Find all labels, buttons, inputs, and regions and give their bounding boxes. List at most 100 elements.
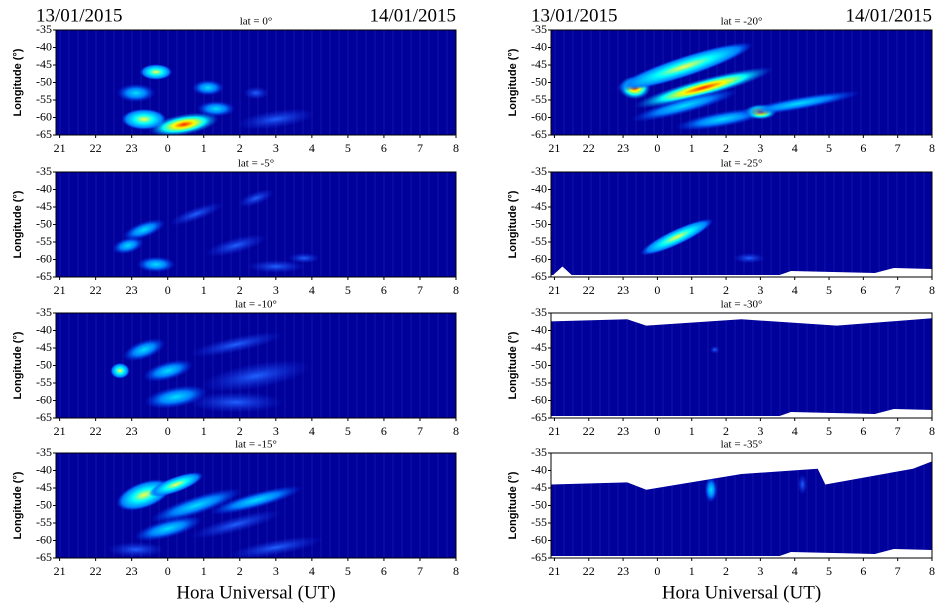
pattern — [209, 485, 303, 515]
y-tick-label: -65 — [531, 269, 547, 283]
x-tick-label: 4 — [309, 424, 315, 438]
x-tick-label: 5 — [345, 564, 351, 578]
y-tick-label: -45 — [531, 480, 547, 494]
pattern — [243, 86, 269, 100]
panel-title: lat = -10° — [235, 299, 277, 311]
x-tick-label: 3 — [273, 424, 279, 438]
x-tick-label: 21 — [54, 141, 66, 155]
x-tick-label: 1 — [201, 424, 207, 438]
x-tick-label: 23 — [617, 283, 629, 297]
x-tick-label: 2 — [237, 141, 243, 155]
y-tick-label: -50 — [36, 74, 52, 88]
x-tick-label: 0 — [654, 141, 660, 155]
x-tick-label: 23 — [126, 283, 138, 297]
x-tick-label: 6 — [381, 283, 387, 297]
data-gap — [551, 409, 932, 418]
pattern — [122, 219, 166, 241]
pattern — [704, 476, 718, 503]
y-tick-label: -35 — [531, 164, 547, 178]
x-tick-label: 7 — [895, 424, 901, 438]
pattern — [640, 218, 714, 256]
pattern — [196, 100, 236, 117]
pattern — [107, 541, 165, 558]
plot-area — [59, 172, 448, 277]
x-tick-label: 8 — [453, 283, 459, 297]
x-tick-label: 22 — [583, 424, 595, 438]
pattern — [133, 515, 203, 542]
x-tick-label: 6 — [860, 141, 866, 155]
x-tick-label: 7 — [417, 564, 423, 578]
x-axis-label: Hora Universal (UT) — [176, 582, 335, 603]
x-tick-label: 3 — [273, 141, 279, 155]
y-tick-label: -55 — [531, 515, 547, 529]
y-axis-label: Longitude (°) — [12, 190, 24, 258]
y-tick-label: -35 — [531, 305, 547, 319]
plot-background — [56, 172, 456, 277]
x-tick-label: 6 — [381, 141, 387, 155]
panel-title: lat = -15° — [235, 439, 277, 451]
y-axis-label: Longitude (°) — [507, 48, 519, 116]
y-tick-label: -40 — [36, 181, 52, 195]
x-tick-label: 5 — [826, 564, 832, 578]
y-tick-label: -65 — [531, 410, 547, 424]
x-tick-label: 22 — [583, 141, 595, 155]
y-tick-label: -50 — [36, 357, 52, 371]
x-tick-label: 8 — [929, 564, 935, 578]
x-tick-label: 4 — [792, 564, 798, 578]
x-tick-label: 0 — [654, 424, 660, 438]
x-tick-label: 0 — [654, 564, 660, 578]
y-axis-label: Longitude (°) — [12, 48, 24, 116]
x-tick-label: 2 — [237, 283, 243, 297]
pattern — [633, 67, 773, 109]
x-tick-label: 21 — [54, 424, 66, 438]
x-tick-label: 3 — [273, 283, 279, 297]
x-tick-label: 4 — [309, 141, 315, 155]
y-tick-label: -55 — [36, 234, 52, 248]
pattern — [122, 338, 166, 362]
y-tick-label: -50 — [531, 74, 547, 88]
y-tick-label: -60 — [531, 251, 547, 265]
pattern — [200, 359, 312, 393]
x-tick-label: 21 — [548, 424, 560, 438]
y-tick-label: -65 — [36, 550, 52, 564]
y-tick-label: -55 — [531, 92, 547, 106]
pattern — [143, 359, 193, 382]
x-tick-label: 6 — [860, 424, 866, 438]
y-tick-label: -45 — [36, 340, 52, 354]
x-tick-label: 7 — [895, 283, 901, 297]
x-tick-label: 8 — [929, 424, 935, 438]
y-axis-label: Longitude (°) — [12, 471, 24, 539]
x-tick-label: 23 — [126, 564, 138, 578]
x-tick-label: 1 — [201, 141, 207, 155]
pattern — [188, 391, 284, 413]
data-gap — [551, 266, 574, 277]
x-tick-label: 4 — [792, 424, 798, 438]
y-tick-label: -40 — [36, 39, 52, 53]
panel-title: lat = -20° — [721, 16, 763, 28]
data-gap — [551, 549, 932, 558]
x-tick-label: 1 — [689, 141, 695, 155]
pattern — [150, 488, 242, 523]
pattern — [630, 89, 739, 122]
y-tick-label: -45 — [36, 480, 52, 494]
y-tick-label: -60 — [36, 392, 52, 406]
y-tick-label: -60 — [531, 109, 547, 123]
y-tick-label: -55 — [36, 375, 52, 389]
y-tick-label: -40 — [36, 462, 52, 476]
y-tick-label: -35 — [531, 22, 547, 36]
x-tick-label: 1 — [689, 564, 695, 578]
y-tick-label: -65 — [36, 269, 52, 283]
date-label: 14/01/2015 — [369, 5, 456, 26]
pattern — [116, 83, 156, 103]
pattern — [288, 252, 320, 264]
plot-area — [59, 313, 448, 418]
x-tick-label: 21 — [548, 141, 560, 155]
panel-title: lat = 0° — [240, 16, 273, 28]
pattern — [237, 189, 275, 208]
y-tick-label: -40 — [531, 39, 547, 53]
x-tick-label: 6 — [381, 424, 387, 438]
